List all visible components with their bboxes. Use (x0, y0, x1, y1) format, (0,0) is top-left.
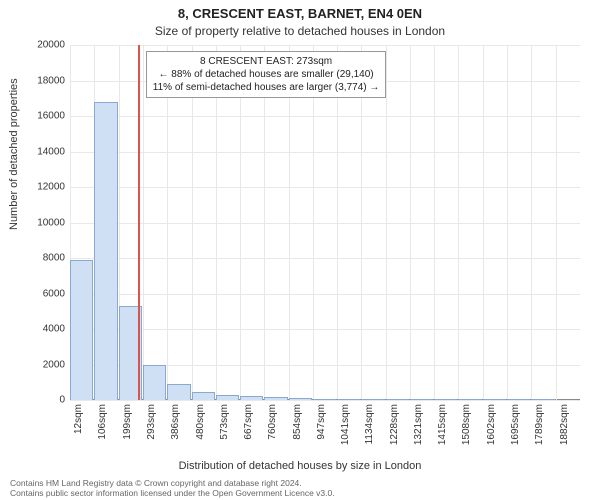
x-tick-label: 106sqm (97, 404, 108, 440)
histogram-bar (167, 384, 190, 400)
y-tick-label: 14000 (25, 146, 65, 157)
histogram-bar (507, 399, 530, 400)
histogram-bar (337, 399, 360, 400)
x-tick-label: 1602sqm (486, 404, 497, 445)
annotation-line2: ← 88% of detached houses are smaller (29… (153, 68, 380, 81)
x-tick-label: 1882sqm (559, 404, 570, 445)
gridline-h (70, 400, 580, 401)
histogram-bar (264, 397, 287, 400)
gridline-v (240, 45, 241, 400)
gridline-h (70, 152, 580, 153)
gridline-h (70, 45, 580, 46)
gridline-v (434, 45, 435, 400)
gridline-v (216, 45, 217, 400)
annotation-box: 8 CRESCENT EAST: 273sqm ← 88% of detache… (146, 51, 387, 98)
y-tick-label: 2000 (25, 359, 65, 370)
x-tick-label: 1321sqm (413, 404, 424, 445)
chart-title: 8, CRESCENT EAST, BARNET, EN4 0EN (0, 6, 600, 21)
gridline-v (361, 45, 362, 400)
histogram-bar (458, 399, 481, 400)
gridline-v (167, 45, 168, 400)
x-tick-label: 854sqm (292, 404, 303, 440)
x-tick-label: 199sqm (122, 404, 133, 440)
gridline-v (192, 45, 193, 400)
footer-line1: Contains HM Land Registry data © Crown c… (10, 478, 590, 488)
y-tick-label: 8000 (25, 253, 65, 264)
histogram-bar (240, 396, 263, 400)
x-axis-label: Distribution of detached houses by size … (0, 460, 600, 472)
figure: 8, CRESCENT EAST, BARNET, EN4 0EN Size o… (0, 0, 600, 500)
y-tick-label: 16000 (25, 111, 65, 122)
x-tick-label: 1789sqm (534, 404, 545, 445)
gridline-v (556, 45, 557, 400)
histogram-bar (143, 365, 166, 401)
histogram-bar (483, 399, 506, 400)
histogram-bar (410, 399, 433, 400)
y-tick-label: 0 (25, 395, 65, 406)
x-tick-label: 1415sqm (437, 404, 448, 445)
gridline-v (507, 45, 508, 400)
histogram-bar (386, 399, 409, 400)
histogram-bar (70, 260, 93, 400)
gridline-v (313, 45, 314, 400)
gridline-h (70, 329, 580, 330)
gridline-v (143, 45, 144, 400)
gridline-v (458, 45, 459, 400)
y-axis-label: Number of detached properties (8, 78, 20, 230)
plot-area: 8 CRESCENT EAST: 273sqm ← 88% of detache… (70, 45, 580, 400)
gridline-h (70, 223, 580, 224)
histogram-bar (531, 399, 554, 400)
gridline-h (70, 116, 580, 117)
reference-line (138, 45, 140, 400)
y-tick-label: 6000 (25, 288, 65, 299)
x-tick-label: 573sqm (219, 404, 230, 440)
y-tick-label: 10000 (25, 217, 65, 228)
histogram-bar (94, 102, 117, 400)
x-tick-label: 1041sqm (340, 404, 351, 445)
histogram-bar (313, 399, 336, 400)
histogram-bar (216, 395, 239, 400)
gridline-v (531, 45, 532, 400)
x-tick-label: 1228sqm (389, 404, 400, 445)
histogram-bar (434, 399, 457, 400)
gridline-h (70, 294, 580, 295)
gridline-h (70, 258, 580, 259)
histogram-bar (361, 399, 384, 400)
footer-line2: Contains public sector information licen… (10, 488, 590, 498)
y-tick-label: 20000 (25, 40, 65, 51)
x-tick-label: 667sqm (243, 404, 254, 440)
x-tick-label: 12sqm (73, 404, 84, 434)
x-tick-label: 1134sqm (364, 404, 375, 444)
footer: Contains HM Land Registry data © Crown c… (0, 478, 600, 498)
gridline-v (264, 45, 265, 400)
x-tick-label: 480sqm (195, 404, 206, 440)
x-tick-label: 760sqm (267, 404, 278, 440)
gridline-h (70, 187, 580, 188)
gridline-v (410, 45, 411, 400)
gridline-v (337, 45, 338, 400)
annotation-line3: 11% of semi-detached houses are larger (… (153, 81, 380, 94)
histogram-bar (289, 398, 312, 400)
y-tick-label: 4000 (25, 324, 65, 335)
gridline-v (289, 45, 290, 400)
x-tick-label: 386sqm (170, 404, 181, 440)
x-tick-label: 1695sqm (510, 404, 521, 445)
gridline-v (483, 45, 484, 400)
y-tick-label: 18000 (25, 75, 65, 86)
gridline-v (386, 45, 387, 400)
x-tick-label: 293sqm (146, 404, 157, 440)
chart-subtitle: Size of property relative to detached ho… (0, 24, 600, 38)
histogram-bar (192, 392, 215, 400)
annotation-line1: 8 CRESCENT EAST: 273sqm (153, 55, 380, 68)
y-tick-label: 12000 (25, 182, 65, 193)
x-tick-label: 947sqm (316, 404, 327, 440)
x-tick-label: 1508sqm (461, 404, 472, 445)
